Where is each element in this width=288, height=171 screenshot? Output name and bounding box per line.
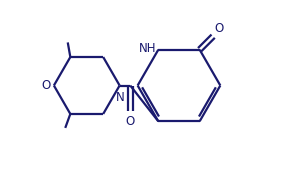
Text: O: O — [215, 22, 224, 35]
Text: N: N — [116, 91, 125, 104]
Text: O: O — [41, 79, 51, 92]
Text: NH: NH — [139, 42, 156, 55]
Text: O: O — [126, 115, 135, 128]
